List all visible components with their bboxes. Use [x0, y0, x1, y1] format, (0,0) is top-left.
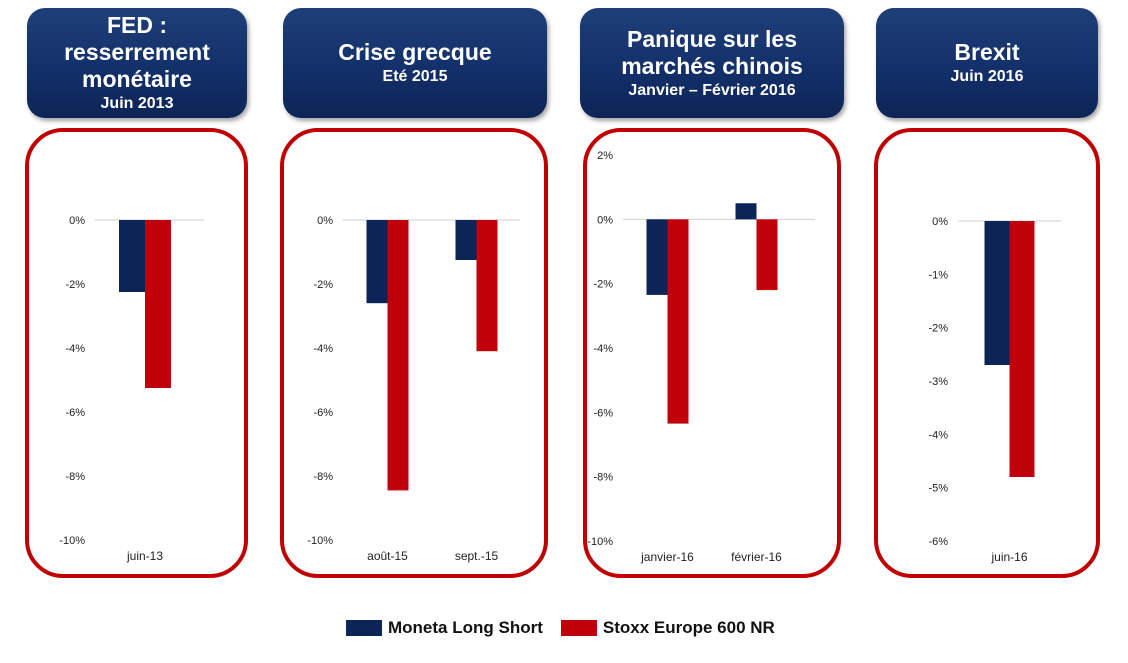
chart-fed: 0% -2% -4% -6% -8% -10% juin-13	[59, 215, 204, 563]
y-tick-label: -6%	[593, 407, 613, 419]
header-subtitle: Janvier – Février 2016	[628, 81, 796, 99]
header-subtitle: Juin 2013	[100, 95, 174, 112]
bar-stoxx	[145, 220, 171, 388]
y-tick-label: -8%	[313, 471, 333, 483]
header-title: Panique sur les marchés chinois	[621, 25, 803, 79]
header-title: Brexit	[954, 39, 1020, 65]
y-tick-label: -2%	[313, 279, 333, 291]
header-brexit: Brexit Juin 2016	[876, 8, 1098, 118]
y-tick-label: -4%	[928, 429, 948, 441]
bar-moneta	[366, 220, 388, 304]
bar-moneta	[455, 220, 477, 260]
y-tick-label: 0%	[597, 214, 613, 226]
legend-item-moneta: Moneta Long Short	[346, 618, 543, 638]
header-chine: Panique sur les marchés chinois Janvier …	[580, 8, 844, 118]
x-category-label: janvier-16	[640, 550, 694, 564]
bar-moneta	[735, 203, 757, 220]
y-tick-label: 0%	[69, 215, 85, 227]
chart-brexit: 0% -1% -2% -3% -4% -5% -6% juin-16	[928, 216, 1061, 564]
legend-item-stoxx: Stoxx Europe 600 NR	[560, 618, 775, 638]
y-tick-label: 0%	[932, 216, 948, 228]
bar-stoxx	[387, 220, 409, 491]
y-tick-label: -4%	[313, 343, 333, 355]
y-tick-label: -4%	[593, 343, 613, 355]
header-fed: FED : resserrement monétaire Juin 2013	[27, 8, 247, 118]
x-category-label: sept.-15	[455, 549, 499, 563]
y-tick-label: 2%	[597, 150, 613, 162]
y-tick-label: -2%	[65, 279, 85, 291]
legend-swatch-moneta	[346, 620, 382, 636]
y-tick-label: -2%	[593, 279, 613, 291]
y-tick-label: -8%	[593, 472, 613, 484]
panel-brexit: 0% -1% -2% -3% -4% -5% -6% juin-16	[874, 128, 1100, 578]
y-tick-label: -1%	[928, 269, 948, 281]
y-tick-label: 0%	[317, 215, 333, 227]
x-category-label: février-16	[731, 550, 782, 564]
bar-stoxx	[756, 219, 778, 291]
x-category-label: juin-16	[990, 550, 1027, 564]
y-tick-label: -10%	[307, 535, 333, 547]
y-tick-label: -10%	[59, 535, 85, 547]
legend-swatch-stoxx	[560, 620, 597, 636]
y-tick-label: -4%	[65, 343, 85, 355]
chart-crise-grecque: 0% -2% -4% -6% -8% -10% août-15 sept.-15	[307, 215, 520, 563]
y-tick-label: -6%	[928, 536, 948, 548]
bar-stoxx	[1009, 221, 1035, 477]
header-title: FED : resserrement monétaire	[64, 12, 210, 92]
bar-moneta	[646, 219, 668, 295]
panel-chine: 2% 0% -2% -4% -6% -8% -10% janvier-16 février-16	[583, 128, 841, 578]
y-tick-label: -6%	[65, 407, 85, 419]
bar-moneta	[119, 220, 145, 292]
y-tick-label: -8%	[65, 471, 85, 483]
chart-chine: 2% 0% -2% -4% -6% -8% -10% janvier-16 février-16	[587, 150, 815, 564]
header-subtitle: Juin 2016	[950, 68, 1024, 85]
bar-stoxx	[667, 219, 689, 424]
legend-label-moneta: Moneta Long Short	[388, 618, 543, 637]
y-tick-label: -6%	[313, 407, 333, 419]
legend-label-stoxx: Stoxx Europe 600 NR	[602, 618, 775, 637]
y-tick-label: -5%	[928, 483, 948, 495]
y-tick-label: -2%	[928, 323, 948, 335]
bar-moneta	[984, 221, 1010, 365]
header-title: Crise grecque	[338, 39, 492, 65]
x-category-label: août-15	[367, 549, 408, 563]
header-crise-grecque: Crise grecque Eté 2015	[283, 8, 547, 118]
panel-fed: 0% -2% -4% -6% -8% -10% juin-13	[25, 128, 248, 578]
y-tick-label: -10%	[587, 536, 613, 548]
bar-stoxx	[476, 220, 498, 352]
header-subtitle: Eté 2015	[382, 68, 448, 85]
y-tick-label: -3%	[928, 376, 948, 388]
legend: Moneta Long Short Stoxx Europe 600 NR	[346, 618, 793, 638]
panel-crise-grecque: 0% -2% -4% -6% -8% -10% août-15 sept.-15	[280, 128, 548, 578]
x-category-label: juin-13	[126, 549, 163, 563]
